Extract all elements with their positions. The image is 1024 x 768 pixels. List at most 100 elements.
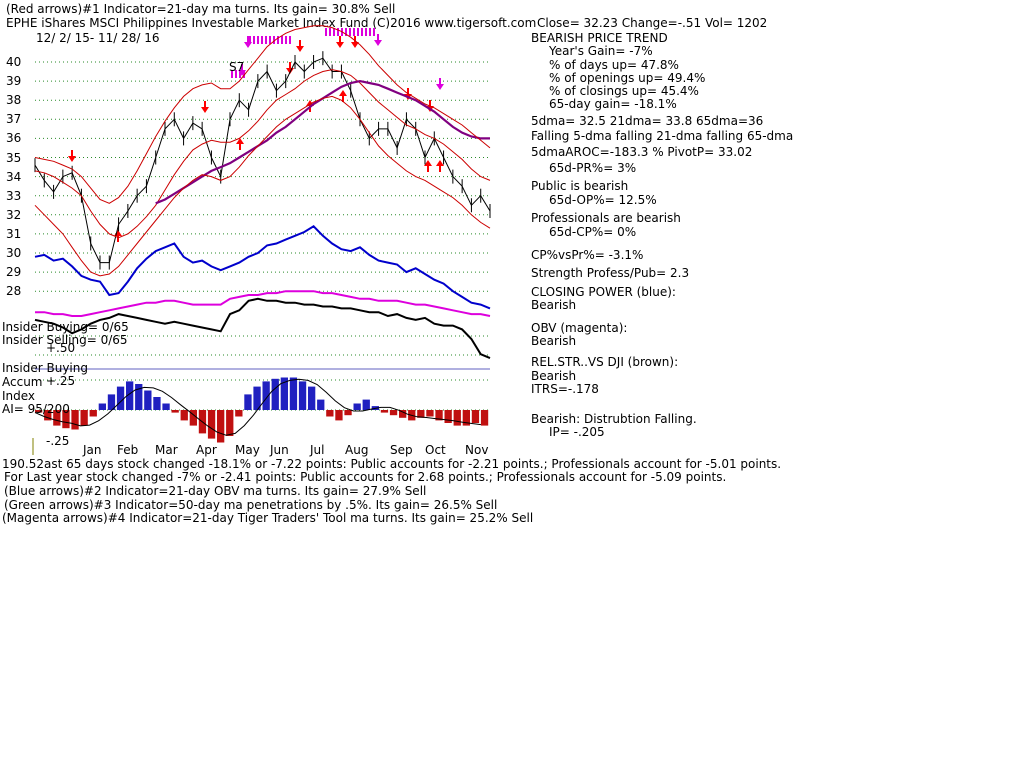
indicator-line-1: (Red arrows)#1 Indicator=21-day ma turns… bbox=[6, 2, 396, 16]
month-label: Feb bbox=[117, 443, 139, 457]
footer-line-3: (Blue arrows)#2 Indicator=21-day OBV ma … bbox=[4, 484, 427, 498]
minus25-label: -.25 bbox=[46, 434, 70, 448]
accum-title-1: Insider Buying bbox=[2, 361, 88, 375]
down-arrow bbox=[68, 150, 76, 162]
month-label: Apr bbox=[196, 443, 217, 457]
accum-bar bbox=[326, 410, 334, 417]
accum-title-2: Accum bbox=[2, 375, 43, 389]
accum-bar bbox=[226, 410, 234, 436]
side-panel-line: Bearish bbox=[531, 369, 577, 383]
accum-bar bbox=[171, 410, 179, 413]
y-tick-label: 31 bbox=[6, 226, 22, 241]
side-panel-line: Professionals are bearish bbox=[531, 211, 681, 225]
y-tick-label: 30 bbox=[6, 246, 22, 260]
y-tick-label: 33 bbox=[6, 188, 22, 203]
side-panel-line: 5dmaAROC=-183.3 % PivotP= 33.02 bbox=[531, 145, 753, 159]
accum-bar bbox=[244, 394, 252, 410]
y-tick-label: 37 bbox=[6, 112, 22, 127]
accum-bar bbox=[280, 377, 288, 410]
accum-bar bbox=[217, 410, 225, 443]
series-line-band_upper bbox=[34, 25, 491, 204]
side-panel-line: ITRS=-.178 bbox=[531, 382, 599, 396]
side-panel-line: Falling 5-dma falling 21-dma falling 65-… bbox=[531, 129, 794, 143]
accum-bar bbox=[44, 410, 52, 421]
accum-bar bbox=[380, 410, 389, 413]
accum-bar bbox=[62, 410, 70, 429]
accum-bar bbox=[126, 381, 134, 410]
accum-bar bbox=[262, 381, 270, 410]
price-gridlines bbox=[32, 61, 490, 455]
side-panel-line: Bearish: Distrubtion Falling. bbox=[531, 412, 697, 426]
accum-bar bbox=[53, 410, 61, 426]
side-panel-line: Public is bearish bbox=[531, 179, 629, 193]
side-panel-line: IP= -.205 bbox=[549, 425, 605, 439]
up-arrow bbox=[339, 90, 347, 102]
accum-bar bbox=[480, 410, 489, 426]
accum-bar bbox=[426, 410, 434, 417]
side-panel-line: % of days up= 47.8% bbox=[549, 58, 679, 72]
series-line-obv bbox=[35, 290, 491, 317]
side-panel-line: REL.STR..VS DJI (brown): bbox=[531, 355, 679, 369]
month-label: Jul bbox=[310, 443, 325, 457]
accum-bar bbox=[144, 390, 152, 410]
accum-title-3: Index bbox=[2, 389, 36, 403]
y-tick-label: 36 bbox=[6, 131, 22, 146]
side-panel-line: CP%vsPr%= -3.1% bbox=[531, 248, 644, 262]
month-label: Sep bbox=[390, 443, 413, 457]
accum-bar bbox=[271, 378, 279, 410]
footer-line-5: (Magenta arrows)#4 Indicator=21-day Tige… bbox=[2, 511, 534, 525]
down-arrow bbox=[374, 34, 382, 46]
accum-bar bbox=[107, 394, 116, 410]
accum-bar bbox=[471, 410, 480, 423]
month-label: Jan bbox=[83, 443, 102, 457]
side-panel-line: 65d-PR%= 3% bbox=[549, 161, 637, 175]
side-panel-line: Strength Profess/Pub= 2.3 bbox=[531, 266, 690, 280]
month-label: Nov bbox=[465, 443, 489, 457]
accum-bar bbox=[153, 397, 161, 410]
y-tick-label: 28 bbox=[6, 284, 22, 299]
footer-line-4: (Green arrows)#3 Indicator=50-day ma pen… bbox=[4, 498, 498, 512]
accum-bar bbox=[35, 410, 43, 413]
accum-bar bbox=[462, 410, 470, 426]
down-arrow bbox=[201, 101, 209, 113]
y-tick-label: 29 bbox=[6, 265, 22, 280]
down-arrow bbox=[296, 40, 304, 52]
accum-bar bbox=[253, 386, 261, 410]
side-panel-line: 65-day gain= -18.1% bbox=[549, 97, 677, 111]
accum-bar bbox=[417, 410, 425, 418]
side-panel-line: % of openings up= 49.4% bbox=[549, 71, 706, 85]
accum-bar bbox=[435, 410, 443, 421]
accum-bar bbox=[444, 410, 452, 423]
month-label: Aug bbox=[345, 443, 369, 457]
quote-line: Close= 32.23 Change=-.51 Vol= 1202 bbox=[537, 16, 768, 30]
accum-bar bbox=[353, 403, 361, 410]
price-chart bbox=[32, 25, 491, 455]
accum-bar bbox=[71, 410, 79, 430]
accum-bar bbox=[235, 410, 243, 417]
accum-bar bbox=[317, 399, 325, 410]
y-tick-label: 39 bbox=[6, 74, 22, 89]
date-range: 12/ 2/ 15- 11/ 28/ 16 bbox=[36, 31, 160, 45]
down-arrow bbox=[436, 78, 444, 90]
accum-bar bbox=[180, 410, 188, 421]
side-panel-line: Bearish bbox=[531, 334, 577, 348]
accum-bar bbox=[135, 384, 143, 410]
accum-bar bbox=[80, 410, 88, 426]
accum-bar bbox=[362, 399, 370, 410]
up-arrow bbox=[424, 160, 432, 172]
up-arrow bbox=[436, 160, 444, 172]
accum-bar bbox=[162, 403, 170, 410]
y-tick-label: 35 bbox=[6, 150, 22, 165]
month-label: May bbox=[235, 443, 260, 457]
chart-series bbox=[34, 25, 491, 360]
y-tick-label: 32 bbox=[6, 207, 22, 222]
s7-label: S7 bbox=[229, 60, 245, 74]
accum-index-bars bbox=[34, 377, 489, 443]
accum-bar bbox=[453, 410, 461, 426]
accum-bar bbox=[298, 381, 307, 410]
down-arrow bbox=[336, 36, 344, 48]
side-panel-line: OBV (magenta): bbox=[531, 321, 628, 335]
accum-bar bbox=[308, 386, 316, 410]
footer-line-1: 190.52ast 65 days stock changed -18.1% o… bbox=[2, 457, 782, 471]
plus50-label: +.50 bbox=[46, 341, 76, 355]
